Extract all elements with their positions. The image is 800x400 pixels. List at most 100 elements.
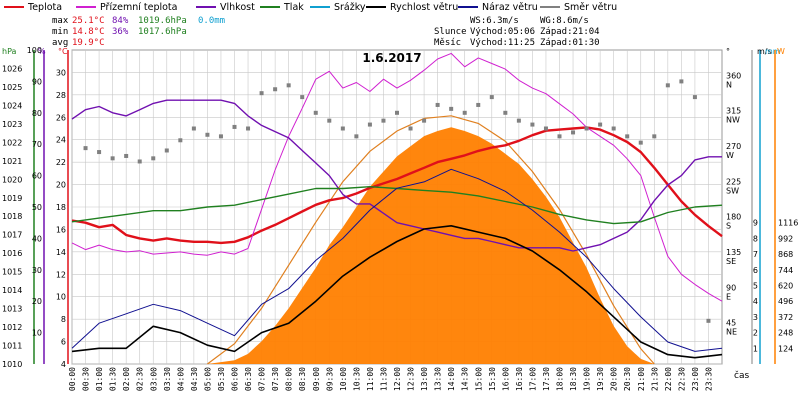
legend-label: Tlak	[284, 2, 304, 13]
axis-tick-direction-label: NW	[726, 116, 740, 125]
x-tick-label: 03:00	[149, 367, 158, 391]
x-tick-label: 04:00	[176, 367, 185, 391]
x-tick-label: 17:00	[528, 367, 537, 391]
x-tick-label: 07:30	[271, 367, 280, 391]
x-tick-label: 06:30	[244, 367, 253, 391]
axis-tick-temperature: 10	[56, 293, 66, 302]
wind-direction-point	[259, 91, 264, 96]
axis-tick-pressure: 1016	[2, 249, 22, 258]
axis-tick-direction-label: S	[726, 222, 731, 231]
series-line-temp	[71, 126, 723, 245]
wind-direction-point	[232, 124, 237, 129]
wind-direction-point	[598, 122, 603, 127]
legend-label: Vlhkost	[220, 2, 255, 13]
axis-tick-humidity: 40	[32, 234, 42, 243]
x-tick-label: 17:30	[542, 367, 551, 391]
axis-tick-wind: 7	[753, 250, 758, 259]
axis-tick-direction: 45	[726, 319, 736, 328]
x-tick-label: 21:00	[637, 367, 646, 391]
legend-item-ground-temperature: Přízemní teplota	[76, 2, 177, 13]
stat-avg-temp: 19.9°C	[72, 38, 105, 48]
x-tick-label: 01:00	[95, 367, 104, 391]
axis-tick-pressure: 1020	[2, 175, 22, 184]
axis-tick-direction-label: W	[726, 151, 734, 160]
x-tick-label: 18:00	[556, 367, 565, 391]
axis-tick-wind: 5	[753, 282, 758, 291]
axis-tick-temperature: 20	[56, 181, 66, 190]
axis-tick-pressure: 1011	[2, 342, 22, 351]
axis-tick-direction: 225	[726, 177, 741, 186]
legend-item-temperature: Teplota	[4, 2, 62, 13]
wind-direction-point	[110, 156, 115, 161]
wind-direction-point	[449, 106, 454, 111]
wind-direction-point	[218, 134, 223, 139]
series-line-hum	[71, 99, 722, 252]
x-tick-label: 05:30	[217, 367, 226, 391]
wind-direction-point	[584, 126, 589, 131]
legend-label: Srážky	[334, 2, 366, 13]
x-axis-label: čas	[734, 370, 749, 381]
axis-tick-pressure: 1015	[2, 268, 22, 277]
x-tick-label: 11:30	[379, 367, 388, 391]
wind-direction-point	[340, 126, 345, 131]
x-tick-label: 06:00	[231, 367, 240, 391]
x-tick-label: 03:30	[163, 367, 172, 391]
stat-min-pressure: 1017.6hPa	[138, 27, 187, 37]
x-tick-label: 18:30	[569, 367, 578, 391]
wind-direction-point	[151, 156, 156, 161]
axis-tick-direction-label: SW	[726, 186, 739, 195]
sun-label: Slunce	[434, 27, 467, 37]
x-tick-label: 10:30	[352, 367, 361, 391]
moonset-value: Západ:01:30	[540, 38, 600, 48]
legend-swatch	[458, 5, 478, 8]
axis-tick-temperature: 16	[56, 225, 66, 234]
stat-max-pressure: 1019.6hPa	[138, 16, 187, 26]
axis-tick-pressure: 1013	[2, 305, 22, 314]
legend-swatch	[310, 5, 330, 8]
stat-min-humidity: 36%	[112, 27, 129, 37]
axis-unit-temperature: °C	[58, 47, 68, 56]
x-tick-label: 09:00	[312, 367, 321, 391]
x-tick-label: 16:00	[501, 367, 510, 391]
axis-tick-solar: 868	[778, 250, 793, 259]
axis-tick-temperature: 12	[56, 270, 66, 279]
axis-tick-humidity: 60	[32, 172, 42, 181]
axis-tick-direction-label: N	[726, 80, 732, 89]
wind-direction-point	[679, 79, 684, 84]
axis-tick-pressure: 1026	[2, 64, 22, 73]
x-tick-label: 14:30	[461, 367, 470, 391]
wind-direction-point	[692, 95, 697, 100]
solar-layer	[207, 115, 655, 365]
axis-tick-solar: 620	[778, 282, 793, 291]
wind-direction-point	[191, 126, 196, 131]
x-tick-label: 13:30	[434, 367, 443, 391]
solar-radiation-area	[207, 127, 655, 364]
stat-max-humidity: 84%	[112, 16, 129, 26]
wind-direction-point	[408, 126, 413, 131]
axis-unit-direction: °	[726, 47, 730, 56]
wind-direction-point	[638, 140, 643, 145]
axis-tick-wind: 2	[753, 329, 758, 338]
axis-tick-direction: 270	[726, 142, 741, 151]
axis-tick-wind: 4	[753, 297, 758, 306]
x-tick-label: 19:30	[596, 367, 605, 391]
axis-tick-solar: 992	[778, 234, 793, 243]
x-tick-label: 05:00	[203, 367, 212, 391]
wind-direction-point	[137, 159, 142, 164]
x-tick-label: 23:00	[691, 367, 700, 391]
axis-unit-pressure: hPa	[2, 47, 17, 56]
axis-tick-solar: 372	[778, 313, 793, 322]
wind-direction-point	[124, 153, 129, 158]
axis-tick-direction: 315	[726, 107, 741, 116]
stat-min-temp: 14.8°C	[72, 27, 105, 37]
legend-item-wind-speed: Rychlost větru	[366, 2, 458, 13]
axis-tick-solar: 124	[778, 344, 793, 353]
axis-tick-humidity: 10	[32, 329, 42, 338]
legend-label: Teplota	[28, 2, 63, 13]
x-tick-label: 23:30	[704, 367, 713, 391]
axis-tick-wind: 8	[753, 234, 758, 243]
axis-tick-temperature: 6	[61, 338, 66, 347]
wind-direction-point	[381, 118, 386, 123]
axis-tick-humidity: 20	[32, 297, 42, 306]
